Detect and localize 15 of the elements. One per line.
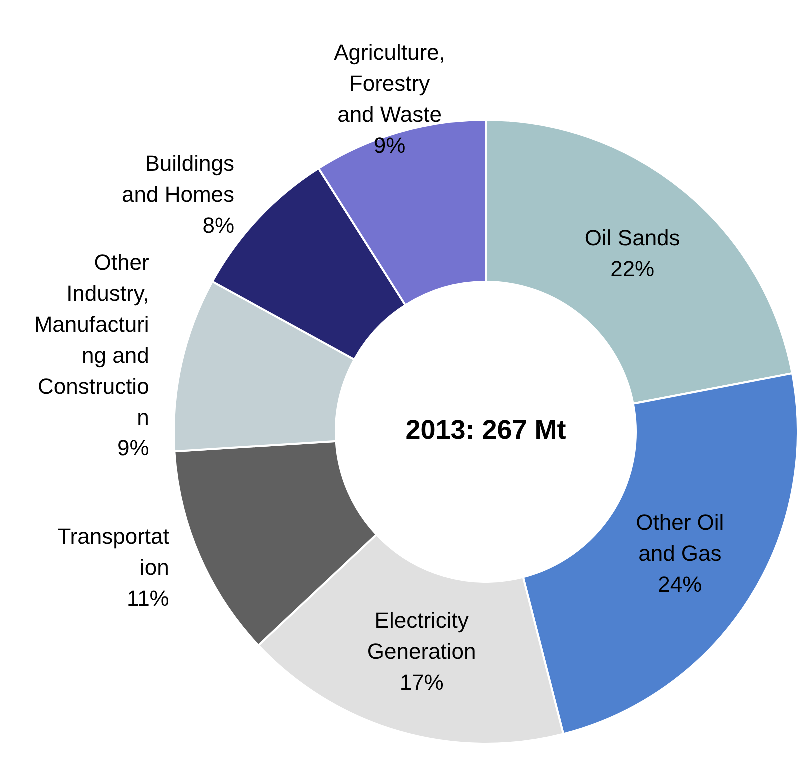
data-label: 9% [118, 436, 150, 461]
data-label: 9% [374, 133, 406, 158]
slice-label: Buildings and Homes [122, 150, 235, 207]
slice-label: Other Industry, Manufacturi ng and Constructio n [34, 250, 150, 430]
data-label: 17% [400, 670, 444, 695]
data-label: 24% [658, 572, 702, 598]
slice-label: Electricity Generation [367, 608, 476, 664]
data-label: 11% [126, 586, 170, 611]
data-label: 22% [610, 256, 655, 282]
slice-label: Agriculture, Forestry and Waste [334, 40, 446, 128]
data-label: 8% [202, 212, 235, 238]
slice-label: Transportat ion [58, 524, 170, 580]
text: 2013: 267 Mt [406, 415, 566, 446]
slice-label: Other Oil and Gas [636, 510, 724, 566]
slice-label: Oil Sands [584, 225, 680, 250]
